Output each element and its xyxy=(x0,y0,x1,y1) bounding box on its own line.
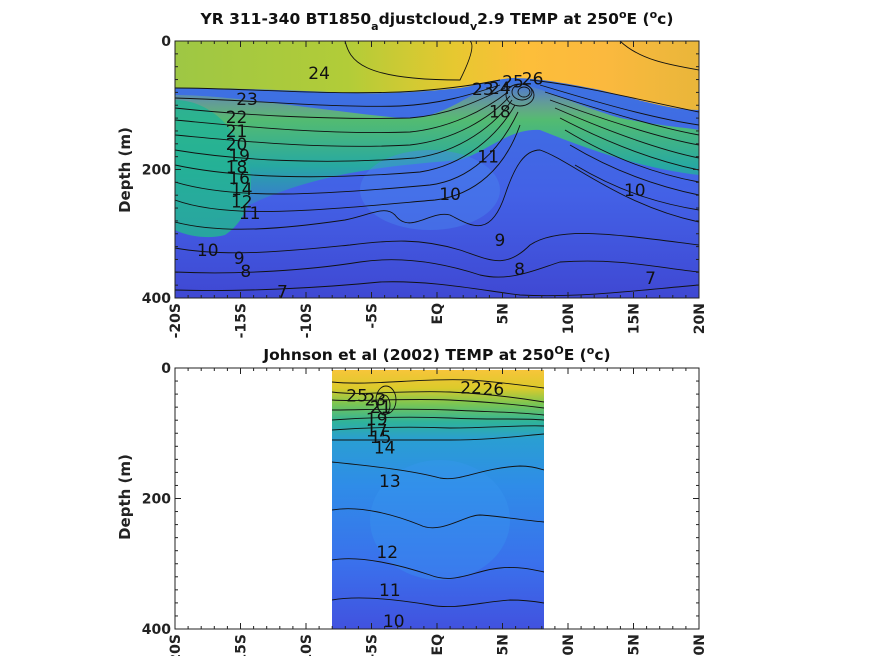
contour-label: 8 xyxy=(514,260,525,280)
x-tick-label: -5S xyxy=(365,303,381,329)
contour-label: 17 xyxy=(366,422,388,442)
x-tick-label: 20N xyxy=(692,303,708,334)
top-ticks: -20S -15S -10S -5S EQ 5N 10N 15N 20N 0 200 400 xyxy=(142,34,708,338)
y-tick-label: 400 xyxy=(142,622,171,638)
contour-label: 10 xyxy=(439,185,461,205)
contour-label: 9 xyxy=(494,231,505,251)
top-panel: YR 311-340 BT1850adjustcloudv2.9 TEMP at… xyxy=(116,8,708,338)
y-tick-label: 0 xyxy=(161,34,171,50)
contour-label: 15 xyxy=(370,428,392,448)
contour-label: 10 xyxy=(624,181,646,201)
contour-label: 26 xyxy=(483,380,505,400)
contour-label: 21 xyxy=(370,398,392,418)
x-tick-label: EQ xyxy=(430,634,446,656)
bottom-ticks: -20S -15S -10S -5S EQ 5N 10N 15N 20N 0 200 400 xyxy=(142,361,708,656)
contour-label: 8 xyxy=(240,262,251,282)
x-tick-label: 15N xyxy=(627,303,643,334)
contour-label: 22 xyxy=(460,379,482,399)
x-tick-label: 15N xyxy=(627,634,643,656)
x-tick-label: 10N xyxy=(561,634,577,656)
y-tick-label: 200 xyxy=(142,163,171,179)
contour-label: 18 xyxy=(489,103,511,123)
bottom-ylabel: Depth (m) xyxy=(116,454,134,540)
contour-label: 9 xyxy=(234,249,245,269)
x-tick-label: -15S xyxy=(234,634,250,656)
x-tick-label: -20S xyxy=(168,634,184,656)
bottom-contour-lines xyxy=(332,379,544,608)
contour-label: 18 xyxy=(226,158,248,178)
x-tick-label: -15S xyxy=(234,303,250,338)
contour-label: 23 xyxy=(365,390,387,410)
x-tick-label: -5S xyxy=(365,634,381,656)
contour-label: 11 xyxy=(379,581,401,601)
contour-label: 24 xyxy=(489,79,511,99)
x-tick-label: EQ xyxy=(430,303,446,325)
top-ylabel: Depth (m) xyxy=(116,127,134,213)
contour-label: 14 xyxy=(231,180,253,200)
contour-label: 19 xyxy=(228,146,250,166)
contour-label: 20 xyxy=(226,135,248,155)
contour-label: 14 xyxy=(374,439,396,459)
contour-label: 26 xyxy=(522,69,544,89)
contour-label: 25 xyxy=(346,386,368,406)
y-tick-label: 200 xyxy=(142,492,171,508)
contour-label: 16 xyxy=(228,169,250,189)
contour-label: 11 xyxy=(477,148,499,168)
contour-label: 22 xyxy=(226,108,248,128)
contour-label: 7 xyxy=(645,269,656,289)
contour-label: 23 xyxy=(472,80,494,100)
contour-label: 25 xyxy=(502,72,524,92)
x-tick-label: 5N xyxy=(496,634,512,655)
contour-label: 10 xyxy=(197,241,219,261)
contour-label: 12 xyxy=(231,193,253,213)
x-tick-label: -20S xyxy=(168,303,184,338)
contour-label: 19 xyxy=(366,410,388,430)
contour-label: 7 xyxy=(277,283,288,303)
y-tick-label: 0 xyxy=(161,361,171,377)
x-tick-label: 5N xyxy=(496,303,512,324)
contour-label: 23 xyxy=(236,90,258,110)
top-contour-lines xyxy=(175,41,699,297)
contour-label: 13 xyxy=(379,472,401,492)
bottom-title: Johnson et al (2002) TEMP at 250OE (oc) xyxy=(262,344,610,364)
contour-label: 11 xyxy=(239,204,261,224)
bottom-panel: Johnson et al (2002) TEMP at 250OE (oc) xyxy=(116,344,708,656)
x-tick-label: -10S xyxy=(299,303,315,338)
x-tick-label: 10N xyxy=(561,303,577,334)
y-tick-label: 400 xyxy=(142,291,171,307)
contour-label: 10 xyxy=(383,612,405,632)
x-tick-label: -10S xyxy=(299,634,315,656)
x-tick-label: 20N xyxy=(692,634,708,656)
contour-label: 24 xyxy=(308,64,330,84)
contour-label: 21 xyxy=(226,122,248,142)
contour-label: 12 xyxy=(376,543,398,563)
top-title: YR 311-340 BT1850adjustcloudv2.9 TEMP at… xyxy=(200,8,674,33)
